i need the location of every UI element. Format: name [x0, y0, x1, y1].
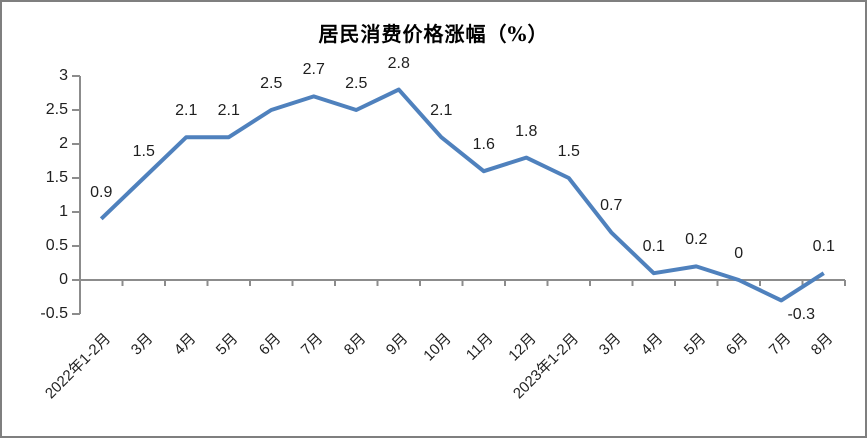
series-line [99, 87, 825, 303]
y-tick-label: 0.5 [45, 237, 68, 254]
data-label: 1.5 [132, 143, 155, 160]
y-tick-label: 0 [59, 271, 68, 288]
data-label: 0.1 [812, 238, 835, 256]
data-label: 2.5 [345, 75, 368, 92]
data-label: 2.1 [175, 102, 198, 120]
y-tick-label: -0.5 [40, 305, 68, 322]
data-label: 2.1 [430, 102, 453, 120]
data-label: 2.8 [387, 54, 410, 72]
y-tick-label: 2 [59, 135, 68, 152]
y-tick-label: 1.5 [45, 169, 68, 186]
y-tick-label: 2.5 [45, 101, 68, 118]
data-label: -0.3 [787, 306, 816, 324]
data-label: 0.7 [600, 197, 623, 215]
data-label: 2.7 [302, 61, 325, 79]
data-label: 1.5 [557, 143, 580, 160]
data-label: 0.9 [90, 183, 113, 201]
data-label: 2.1 [217, 102, 240, 120]
data-label: 0 [734, 245, 744, 262]
y-tick-label: 3 [59, 67, 68, 84]
data-label: 1.6 [472, 136, 495, 154]
data-label: 0.2 [685, 231, 708, 249]
data-label: 0.1 [642, 238, 665, 256]
data-label: 2.5 [260, 75, 283, 92]
data-label: 1.8 [515, 122, 538, 140]
chart-title: 居民消费价格涨幅（%） [318, 22, 549, 46]
y-tick-label: 1 [59, 203, 68, 220]
